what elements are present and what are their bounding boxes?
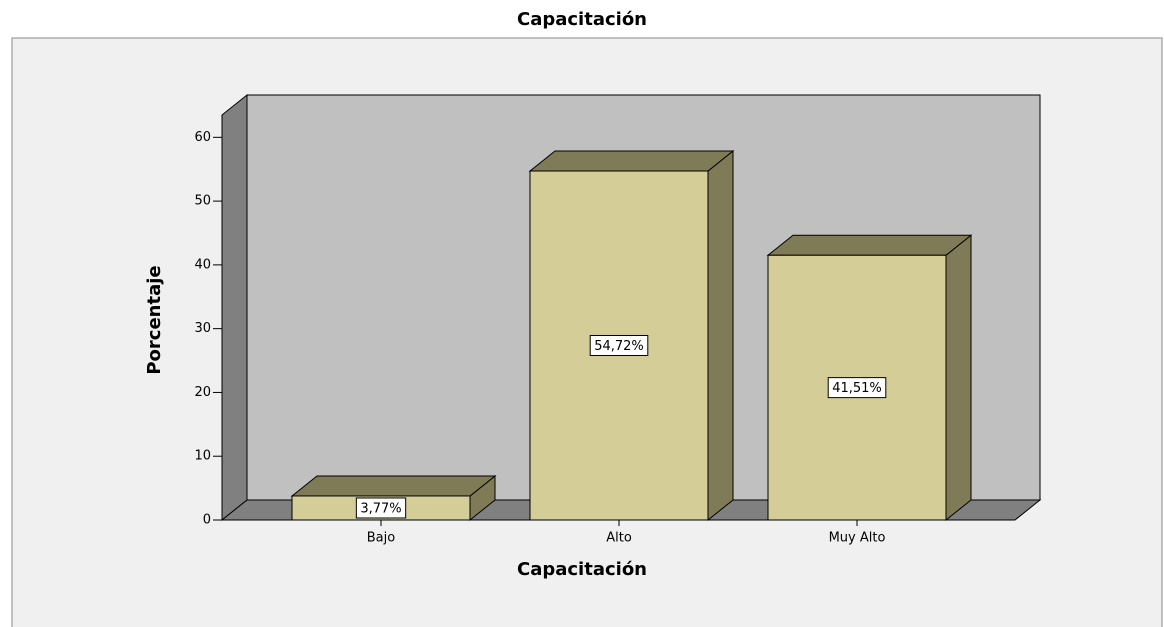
bar-top (528, 150, 735, 172)
bar-top (290, 475, 497, 497)
y-tick-label: 30 (194, 321, 211, 336)
y-tick-label: 40 (194, 257, 211, 272)
data-label-box (589, 334, 649, 356)
y-tick-label: 50 (194, 194, 211, 209)
x-tick-label: Alto (606, 531, 632, 546)
x-tick-label: Bajo (367, 531, 395, 546)
bar-side (707, 149, 734, 522)
data-label: 41,51% (832, 381, 882, 396)
y-tick-label: 60 (194, 130, 211, 145)
y-tick-label: 10 (194, 449, 211, 464)
side-wall (221, 93, 248, 522)
x-tick-label: Muy Alto (829, 531, 886, 546)
data-label: 3,77% (360, 501, 401, 516)
y-tick-label: 0 (203, 513, 211, 528)
chart-title: Capacitación (517, 9, 647, 30)
data-label: 54,72% (594, 339, 644, 354)
bar-side (945, 234, 972, 522)
data-label-box (355, 497, 407, 519)
y-axis-label: Porcentaje (144, 265, 165, 374)
y-tick-label: 20 (194, 385, 211, 400)
data-label-box (827, 377, 887, 399)
bar-top (766, 234, 973, 256)
x-axis-label: Capacitación (517, 559, 647, 580)
